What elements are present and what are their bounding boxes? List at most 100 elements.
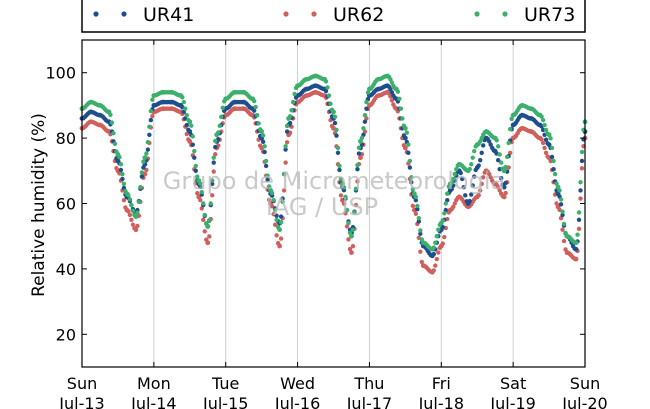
series-trace-dot — [193, 168, 198, 173]
series-trace-dot — [362, 129, 368, 134]
series-trace-dot — [476, 163, 481, 168]
series-trace-dot — [454, 166, 459, 172]
series-trace-dot — [549, 145, 555, 151]
series-trace-dot — [283, 147, 288, 152]
series-trace-dot — [398, 106, 404, 111]
series-trace-dot — [150, 113, 155, 119]
series-trace-dot — [389, 90, 395, 95]
series-trace-dot — [433, 240, 438, 245]
series-trace-dot — [403, 145, 408, 151]
series-trace-dot — [216, 130, 221, 135]
series-trace-dot — [476, 193, 481, 198]
series-trace-dot — [451, 176, 456, 182]
series-trace-dot — [343, 211, 348, 216]
series-trace-dot — [503, 180, 508, 186]
series-trace-dot — [207, 218, 212, 223]
series-trace-dot — [479, 135, 484, 141]
series-trace-dot — [205, 240, 210, 245]
series-trace-dot — [358, 155, 363, 160]
series-trace-dot — [563, 230, 568, 236]
series-trace-dot — [199, 189, 204, 195]
legend-label-ur41: UR41 — [143, 4, 194, 26]
series-trace-dot — [274, 233, 279, 238]
series-trace-dot — [409, 175, 414, 180]
y-tick-label: 20 — [56, 325, 76, 344]
series-trace-dot — [287, 114, 293, 119]
series-trace-dot — [130, 208, 136, 214]
series-trace-dot — [507, 126, 513, 132]
series-trace-dot — [129, 202, 134, 208]
legend-label-ur73: UR73 — [524, 4, 575, 26]
series-trace-dot — [445, 191, 450, 196]
series-trace-dot — [498, 175, 504, 181]
series-trace-dot — [406, 142, 411, 147]
series-trace-dot — [220, 105, 225, 111]
series-trace-dot — [472, 174, 477, 179]
series-trace-dot — [461, 184, 466, 190]
series-trace-dot — [578, 188, 583, 193]
series-trace-dot — [211, 160, 216, 165]
series-trace-dot — [551, 166, 556, 172]
series-trace-dot — [403, 126, 408, 131]
series-trace-dot — [449, 186, 454, 192]
series-trace-dot — [346, 220, 351, 226]
series-trace-dot — [458, 170, 463, 176]
series-trace-dot — [353, 202, 359, 208]
series-trace-dot — [440, 241, 445, 246]
series-trace-dot — [251, 98, 257, 104]
series-trace-dot — [120, 176, 125, 182]
series-trace-dot — [256, 121, 261, 126]
series-trace-dot — [501, 194, 507, 200]
series-trace-dot — [576, 210, 582, 215]
series-trace-dot — [260, 139, 266, 145]
series-trace-dot — [504, 154, 510, 160]
legend: UR41 UR62 UR73 — [81, 0, 586, 33]
series-trace-dot — [337, 163, 342, 169]
series-trace-dot — [470, 155, 475, 160]
series-trace-dot — [183, 106, 188, 111]
series-trace-dot — [144, 151, 149, 156]
series-trace-dot — [265, 177, 270, 182]
series-trace-dot — [419, 259, 425, 265]
series-trace-dot — [551, 158, 556, 164]
series-trace-dot — [481, 143, 486, 148]
series-trace-dot — [549, 154, 555, 160]
series-trace-dot — [133, 227, 139, 232]
series-trace-dot — [400, 116, 405, 121]
series-trace-dot — [181, 109, 186, 115]
series-trace-dot — [548, 136, 553, 141]
series-trace-dot — [290, 99, 296, 105]
series-ur73 — [79, 73, 588, 252]
series-trace-dot — [410, 187, 416, 192]
series-trace-dot — [413, 194, 419, 200]
series-trace-dot — [142, 155, 148, 160]
series-trace-dot — [575, 232, 580, 237]
x-tick-label-date: Jul-18 — [418, 394, 464, 409]
y-tick-labels: 20 40 60 80 100 — [45, 64, 76, 345]
series-trace-dot — [198, 181, 203, 186]
series-trace-dot — [338, 193, 344, 198]
series-trace-dot — [353, 186, 359, 191]
x-tick-label-date: Jul-14 — [130, 394, 176, 409]
series-trace-dot — [126, 209, 131, 214]
series-trace-dot — [190, 134, 195, 139]
series-trace-dot — [555, 184, 561, 190]
series-trace-dot — [416, 219, 422, 224]
series-trace-dot — [463, 193, 468, 198]
series-trace-dot — [495, 144, 501, 149]
series-trace-dot — [213, 138, 218, 144]
series-trace-dot — [187, 119, 192, 124]
series-trace-dot — [133, 214, 139, 219]
series-trace-dot — [497, 188, 502, 193]
series-trace-dot — [213, 144, 218, 150]
series-trace-dot — [109, 120, 115, 125]
series-trace-dot — [481, 175, 486, 180]
series-trace-dot — [486, 139, 492, 144]
y-tick-label: 80 — [56, 129, 76, 148]
series-trace-dot — [283, 160, 288, 165]
series-trace-dot — [578, 180, 583, 185]
series-trace-dot — [130, 222, 136, 227]
series-trace-dot — [503, 164, 508, 170]
series-trace-dot — [362, 119, 368, 124]
series-trace-dot — [347, 246, 353, 252]
